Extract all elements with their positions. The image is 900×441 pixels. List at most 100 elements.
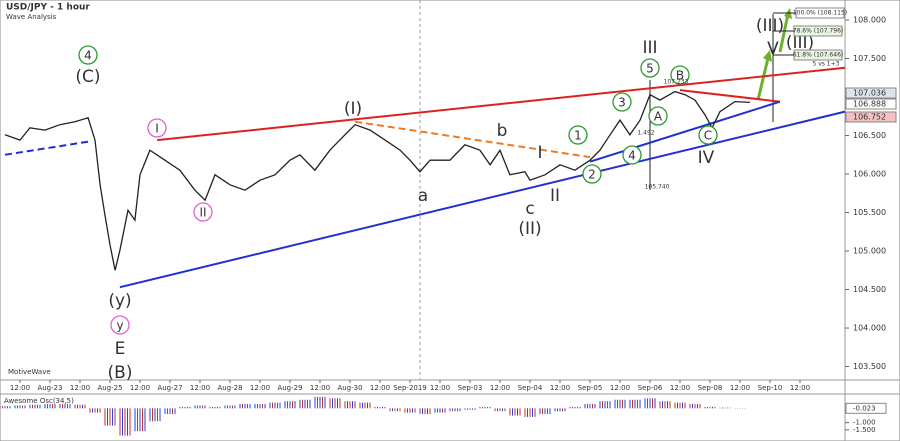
- wave-circle: [193, 202, 213, 222]
- projection-arrow: [778, 13, 790, 53]
- wave-label: (B): [108, 363, 133, 383]
- wave-label: IV: [698, 148, 715, 168]
- wave-label: II: [550, 186, 560, 206]
- wave-label: 3: [618, 96, 626, 110]
- price-line: [4, 90, 750, 271]
- trend-line: [354, 120, 591, 159]
- y-tick-label: 108.000: [853, 16, 886, 25]
- x-tick-label: 12:00: [130, 384, 150, 392]
- x-tick-label: 12:00: [550, 384, 570, 392]
- wave-circle: [698, 125, 718, 145]
- arrow-head: [763, 50, 772, 62]
- price-label: 106.888: [853, 100, 886, 109]
- x-tick-label: Sep-2019: [393, 384, 427, 392]
- x-tick-label: Sep-04: [518, 384, 543, 392]
- wave-label: (y): [108, 291, 131, 311]
- x-tick-label: Sep-08: [698, 384, 723, 392]
- wave-label: III: [642, 38, 657, 58]
- price-label: 106.752: [853, 113, 886, 122]
- wave-label: 1: [574, 129, 582, 143]
- wave-label: II: [199, 206, 206, 220]
- trend-line: [589, 100, 781, 163]
- price-label-box: [845, 111, 897, 123]
- x-tick-label: Aug-23: [37, 384, 62, 392]
- wave-label: 4: [84, 49, 92, 63]
- wave-circle: [582, 164, 602, 184]
- y-tick-label: 105.500: [853, 208, 886, 217]
- price-label: 107.036: [853, 89, 886, 98]
- annotation: 107.233: [664, 79, 689, 86]
- wave-label: b: [497, 121, 508, 141]
- wave-label: a: [418, 186, 428, 206]
- wave-label: I: [155, 122, 159, 136]
- annotation: 105.740: [645, 184, 670, 191]
- annotation: 78.6% (107.796): [793, 28, 843, 35]
- wave-label: E: [115, 339, 126, 359]
- trend-line: [679, 89, 781, 103]
- y-tick-label: 107.500: [853, 54, 886, 63]
- wave-circle: [147, 118, 167, 138]
- x-tick-label: Sep-03: [458, 384, 483, 392]
- x-tick-label: 12:00: [70, 384, 90, 392]
- wave-circle: [78, 45, 98, 65]
- x-tick-label: Aug-27: [157, 384, 182, 392]
- x-tick-label: 12:00: [370, 384, 390, 392]
- x-tick-label: Aug-29: [277, 384, 302, 392]
- wave-label: (II): [518, 219, 541, 239]
- wave-label: 4: [628, 149, 636, 163]
- y-tick-label: 104.500: [853, 285, 886, 294]
- osc-title: Awesome Osc(34,5): [4, 397, 74, 405]
- y-tick-label: 105.000: [853, 247, 886, 256]
- price-label-box: [845, 98, 897, 110]
- wave-circle: [110, 315, 130, 335]
- x-tick-label: 12:00: [670, 384, 690, 392]
- annotation: 100.0% (108.115): [793, 10, 847, 17]
- wave-label: (III): [786, 33, 814, 53]
- wave-circle: [568, 125, 588, 145]
- y-tick-label: 106.500: [853, 131, 886, 140]
- x-tick-label: Aug-30: [337, 384, 362, 392]
- x-tick-label: 12:00: [430, 384, 450, 392]
- osc-current-box: [845, 402, 887, 414]
- x-tick-label: Sep-05: [578, 384, 603, 392]
- trend-line: [4, 140, 89, 156]
- annotation: 5 vs 1+3: [813, 61, 840, 68]
- wave-label: y: [116, 319, 123, 333]
- trend-line: [119, 110, 846, 289]
- price-label-box: [845, 87, 897, 99]
- wave-label: I: [537, 143, 542, 163]
- y-tick-label: 103.500: [853, 362, 886, 371]
- wave-circle: [612, 92, 632, 112]
- osc-tick-label: -1.500: [853, 426, 876, 434]
- wave-label: (I): [344, 99, 362, 119]
- wave-circle: [670, 65, 690, 85]
- annotation: 61.8% (107.646): [793, 52, 843, 59]
- wave-label: C: [704, 129, 712, 143]
- wave-circle: [640, 58, 660, 78]
- wave-label: 2: [588, 168, 596, 182]
- wave-label: (C): [75, 67, 100, 87]
- wave-label: A: [654, 110, 663, 124]
- wave-label: (III): [756, 16, 784, 36]
- x-tick-label: 12:00: [310, 384, 330, 392]
- trend-line: [157, 66, 846, 142]
- x-tick-label: 12:00: [610, 384, 630, 392]
- x-tick-label: 12:00: [490, 384, 510, 392]
- x-tick-label: Aug-28: [217, 384, 242, 392]
- wave-label: 5: [646, 62, 654, 76]
- x-tick-label: 12:00: [190, 384, 210, 392]
- chart-title: USD/JPY - 1 hour: [6, 3, 90, 13]
- projection-arrow: [756, 57, 770, 101]
- chart-subtitle: Wave Analysis: [6, 13, 57, 21]
- x-tick-label: Sep-06: [638, 384, 663, 392]
- x-tick-label: Sep-10: [758, 384, 783, 392]
- wave-circle: [648, 106, 668, 126]
- osc-tick-label: -1.000: [853, 419, 876, 427]
- y-tick-label: 104.000: [853, 324, 886, 333]
- x-tick-label: 12:00: [250, 384, 270, 392]
- wave-label: c: [525, 199, 534, 219]
- wave-label: V: [767, 39, 779, 59]
- annotation: 1.492: [637, 130, 654, 137]
